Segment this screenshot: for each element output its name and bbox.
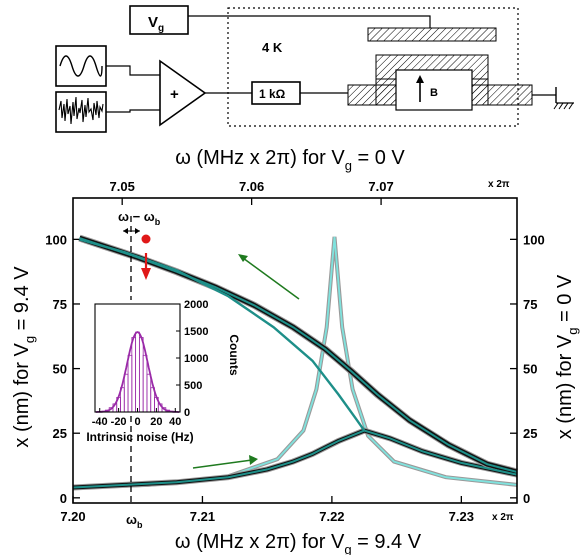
summing-amplifier bbox=[159, 59, 207, 127]
cryostat-box bbox=[227, 7, 519, 127]
detuning-label: ω − ωb bbox=[118, 209, 161, 227]
right-axis-title: x (nm) for Vg = 0 V bbox=[554, 274, 580, 439]
sine-source-icon bbox=[55, 45, 107, 87]
right-tick-label: 0 bbox=[523, 491, 530, 506]
top-axis-title: ω (MHz x 2π) for Vg = 0 V bbox=[175, 147, 405, 173]
omega-b-label: ωb bbox=[126, 512, 143, 530]
inset-y-tick-label: 0 bbox=[184, 407, 190, 419]
right-tick-label: 25 bbox=[523, 426, 537, 441]
inset-x-tick-label: 20 bbox=[150, 416, 162, 428]
unstable-branch-fit bbox=[79, 238, 366, 432]
right-tick-label: 75 bbox=[523, 297, 537, 312]
gate-wire bbox=[188, 15, 431, 28]
inset-xlabel: Intrinsic noise (Hz) bbox=[86, 430, 193, 444]
histogram-gaussian-fit bbox=[95, 331, 180, 413]
left-tick-label: 50 bbox=[53, 362, 67, 377]
right-tick-label: 100 bbox=[523, 232, 545, 247]
left-tick-label: 100 bbox=[45, 232, 67, 247]
bottom-axis-unit-note: x 2π bbox=[492, 512, 514, 523]
series-layer bbox=[72, 234, 518, 491]
left-tick-label: 25 bbox=[53, 426, 67, 441]
left-axis-title: x (nm) for Vg = 9.4 V bbox=[11, 266, 37, 448]
lower-sweep-arrow bbox=[192, 459, 253, 469]
top-tick-label: 7.05 bbox=[110, 179, 135, 194]
field-label: B bbox=[430, 87, 438, 99]
plot-frame bbox=[72, 197, 518, 504]
top-axis-unit-note: x 2π bbox=[488, 179, 510, 190]
inset-y-tick-label: 1000 bbox=[184, 353, 208, 365]
bottom-tick-label: 7.21 bbox=[190, 509, 215, 524]
inset-x-tick-label: -40 bbox=[92, 416, 108, 428]
bifurcation-point-marker bbox=[141, 234, 151, 244]
gate-electrode bbox=[367, 27, 497, 42]
inset-x-tick-label: 0 bbox=[134, 416, 140, 428]
inset-ylabel: Counts bbox=[227, 334, 241, 376]
gate-voltage-box bbox=[129, 5, 189, 35]
gate-voltage-label: Vg bbox=[148, 14, 164, 34]
bottom-axis-title: ω (MHz x 2π) for Vg = 9.4 V bbox=[175, 531, 422, 555]
inset-y-tick-label: 2000 bbox=[184, 299, 208, 311]
bottom-tick-label: 7.22 bbox=[319, 509, 344, 524]
inset-y-tick-label: 1500 bbox=[184, 326, 208, 338]
ground-icon bbox=[553, 87, 574, 110]
magnetic-field-region bbox=[395, 69, 473, 111]
left-tick-label: 75 bbox=[53, 297, 67, 312]
schematic: 4 K Vg B bbox=[55, 5, 574, 133]
top-tick-label: 7.06 bbox=[239, 179, 264, 194]
resistor-label: 1 kΩ bbox=[259, 87, 286, 101]
temperature-label: 4 K bbox=[262, 40, 283, 55]
left-tick-label: 0 bbox=[60, 491, 67, 506]
bottom-tick-label: 7.20 bbox=[60, 509, 85, 524]
upper-sweep-arrow bbox=[242, 257, 300, 300]
lower-branch-fit bbox=[72, 429, 518, 489]
inset-y-tick-label: 500 bbox=[184, 380, 202, 392]
top-tick-label: 7.07 bbox=[368, 179, 393, 194]
inset-x-tick-label: 40 bbox=[169, 416, 181, 428]
tick-labels: 7.20 7.21 7.22 7.23 7.05 7.06 7.07 0 0 25 25 50 50 75… bbox=[45, 179, 544, 524]
right-tick-label: 50 bbox=[523, 362, 537, 377]
inset-x-tick-label: -20 bbox=[111, 416, 127, 428]
bottom-tick-label: 7.23 bbox=[449, 509, 474, 524]
adder-symbol: + bbox=[170, 86, 179, 103]
